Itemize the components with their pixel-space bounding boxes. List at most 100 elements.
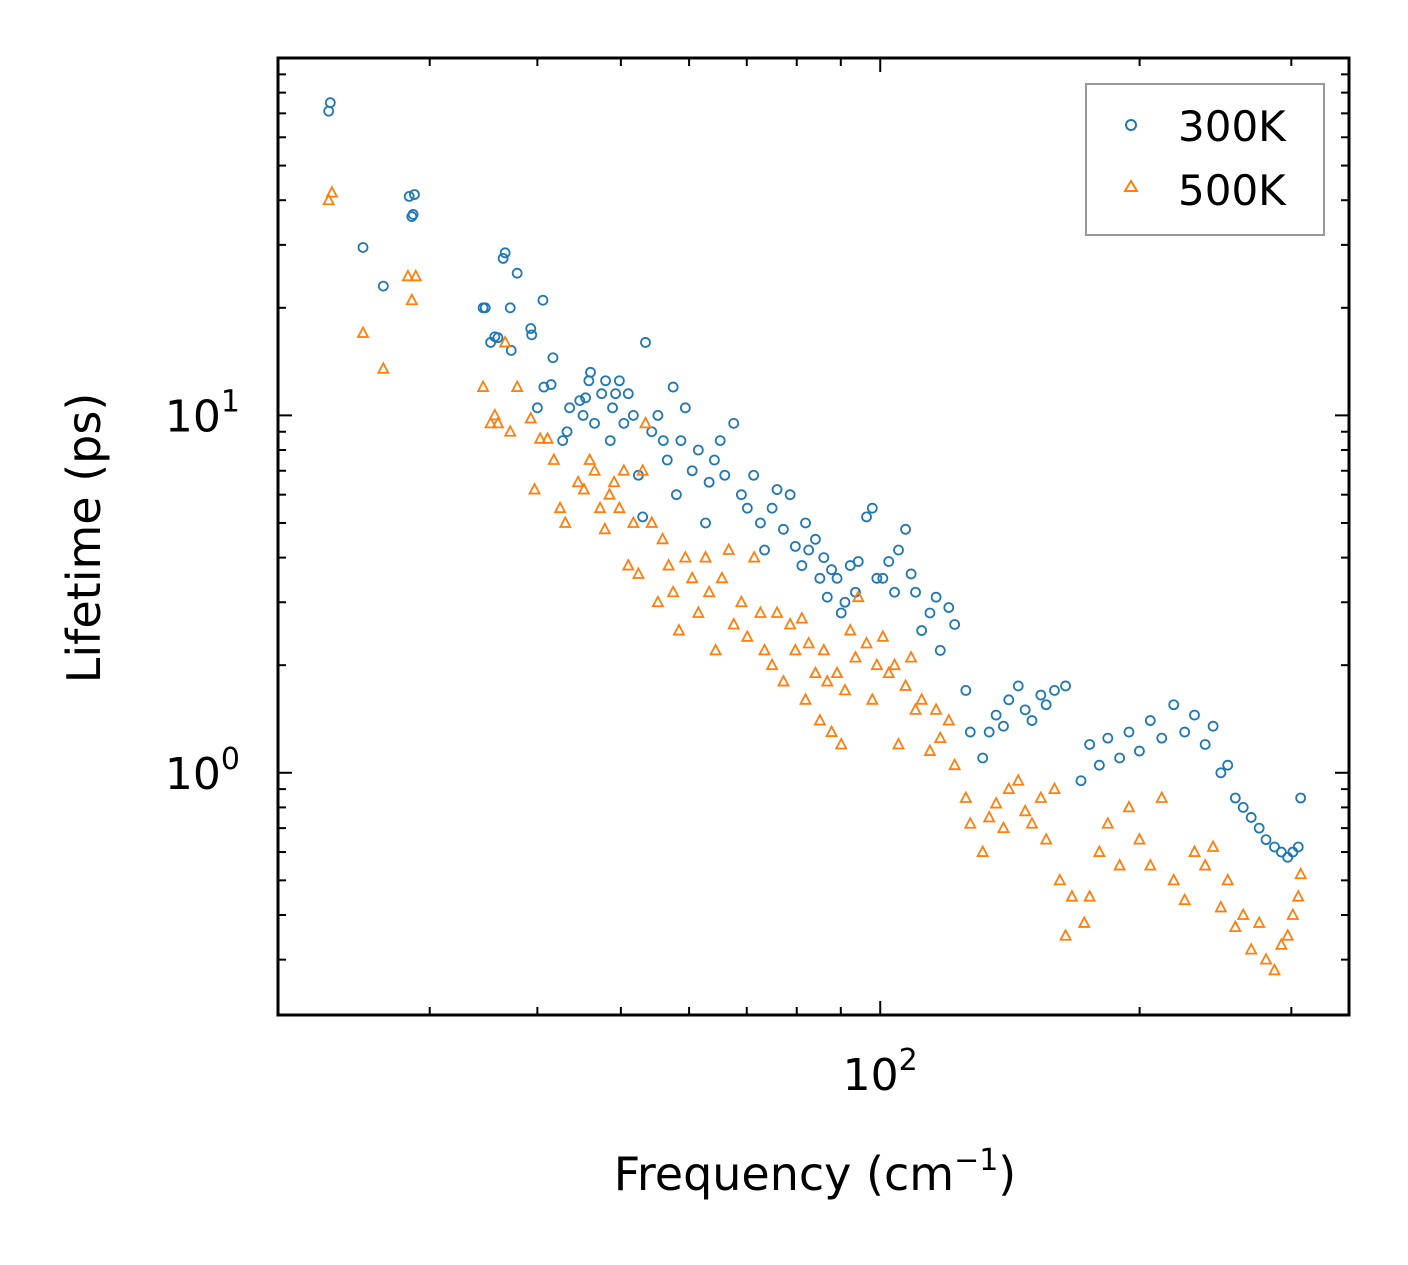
point-500k <box>662 558 676 571</box>
point-300k <box>661 454 673 466</box>
point-300k <box>324 97 336 109</box>
point-500k <box>799 692 813 705</box>
point-500k <box>1113 858 1127 871</box>
point-300k <box>505 344 517 356</box>
point-300k <box>839 596 851 608</box>
point-300k <box>574 395 586 406</box>
point-300k <box>409 189 420 200</box>
point-300k <box>835 607 847 619</box>
point-500k <box>1178 892 1192 906</box>
point-500k <box>577 482 591 495</box>
y-tick-label: 100 <box>165 742 240 800</box>
point-300k <box>1026 715 1038 726</box>
point-300k <box>998 720 1009 732</box>
point-500k <box>747 550 761 563</box>
point-300k <box>1260 834 1272 846</box>
point-300k <box>671 489 682 501</box>
point-500k <box>593 500 607 514</box>
point-300k <box>692 444 704 456</box>
point-500k <box>904 650 918 663</box>
point-300k <box>900 523 911 535</box>
point-500k <box>672 623 686 636</box>
point-300k <box>866 502 878 514</box>
point-500k <box>631 566 645 579</box>
point-500k <box>571 474 585 488</box>
point-500k <box>666 584 680 598</box>
point-500k <box>1011 773 1025 786</box>
point-500k <box>909 702 923 715</box>
point-500k <box>709 642 723 656</box>
point-500k <box>1281 928 1295 941</box>
point-300k <box>990 709 1002 721</box>
point-500k <box>602 487 616 500</box>
point-500k <box>870 657 884 671</box>
point-500k <box>607 474 621 488</box>
point-300k <box>525 323 537 334</box>
legend-marker-300k <box>1125 119 1137 131</box>
point-500k <box>1059 928 1073 941</box>
point-500k <box>788 642 802 656</box>
point-500k <box>1228 919 1242 932</box>
point-300k <box>924 607 936 619</box>
point-300k <box>949 619 961 630</box>
point-500k <box>1267 962 1281 976</box>
point-500k <box>612 500 626 514</box>
point-300k <box>657 435 669 447</box>
point-500k <box>834 737 848 750</box>
point-300k <box>1222 759 1234 771</box>
point-300k <box>766 502 778 514</box>
point-300k <box>564 402 576 414</box>
point-300k <box>714 435 726 447</box>
point-500k <box>1187 844 1201 857</box>
point-300k <box>778 523 789 535</box>
point-500k <box>795 611 809 624</box>
point-300k <box>604 435 616 447</box>
point-300k <box>577 409 589 421</box>
point-300k <box>960 685 972 696</box>
point-500k <box>1214 899 1228 913</box>
point-500k <box>1018 803 1032 817</box>
point-300k <box>1040 699 1052 711</box>
point-300k <box>646 426 658 438</box>
point-300k <box>1114 752 1126 764</box>
point-500k <box>702 584 716 598</box>
point-300k <box>771 484 783 495</box>
point-500k <box>899 678 913 691</box>
point-500k <box>1077 915 1091 928</box>
point-500k <box>770 605 784 618</box>
point-300k <box>789 540 801 552</box>
point-500k <box>1198 858 1212 871</box>
point-300k <box>1144 715 1156 726</box>
point-300k <box>627 409 639 421</box>
point-300k <box>622 388 634 400</box>
series-layer <box>322 97 1308 976</box>
x-axis-label: Frequency (cm−1) <box>614 1143 1017 1201</box>
point-500k <box>820 674 834 687</box>
point-300k <box>1156 732 1168 744</box>
point-500k <box>1291 889 1305 902</box>
point-500k <box>753 605 767 618</box>
point-300k <box>893 544 904 556</box>
point-500k <box>758 642 772 656</box>
point-500k <box>401 268 415 282</box>
point-300k <box>943 602 955 613</box>
point-300k <box>1275 846 1287 858</box>
point-300k <box>1168 699 1180 711</box>
point-500k <box>734 594 748 608</box>
point-500k <box>638 415 652 429</box>
point-300k <box>728 417 740 429</box>
point-300k <box>700 517 711 529</box>
point-500k <box>1286 907 1300 920</box>
point-500k <box>1236 907 1250 920</box>
point-500k <box>488 407 502 421</box>
point-500k <box>1025 816 1039 829</box>
point-300k <box>1075 775 1087 787</box>
point-300k <box>800 517 811 529</box>
point-500k <box>830 665 844 679</box>
point-500k <box>691 605 705 618</box>
point-300k <box>545 379 557 390</box>
point-300k <box>1035 689 1047 701</box>
point-300k <box>1093 759 1105 771</box>
point-300k <box>580 392 591 404</box>
point-500k <box>503 424 517 437</box>
